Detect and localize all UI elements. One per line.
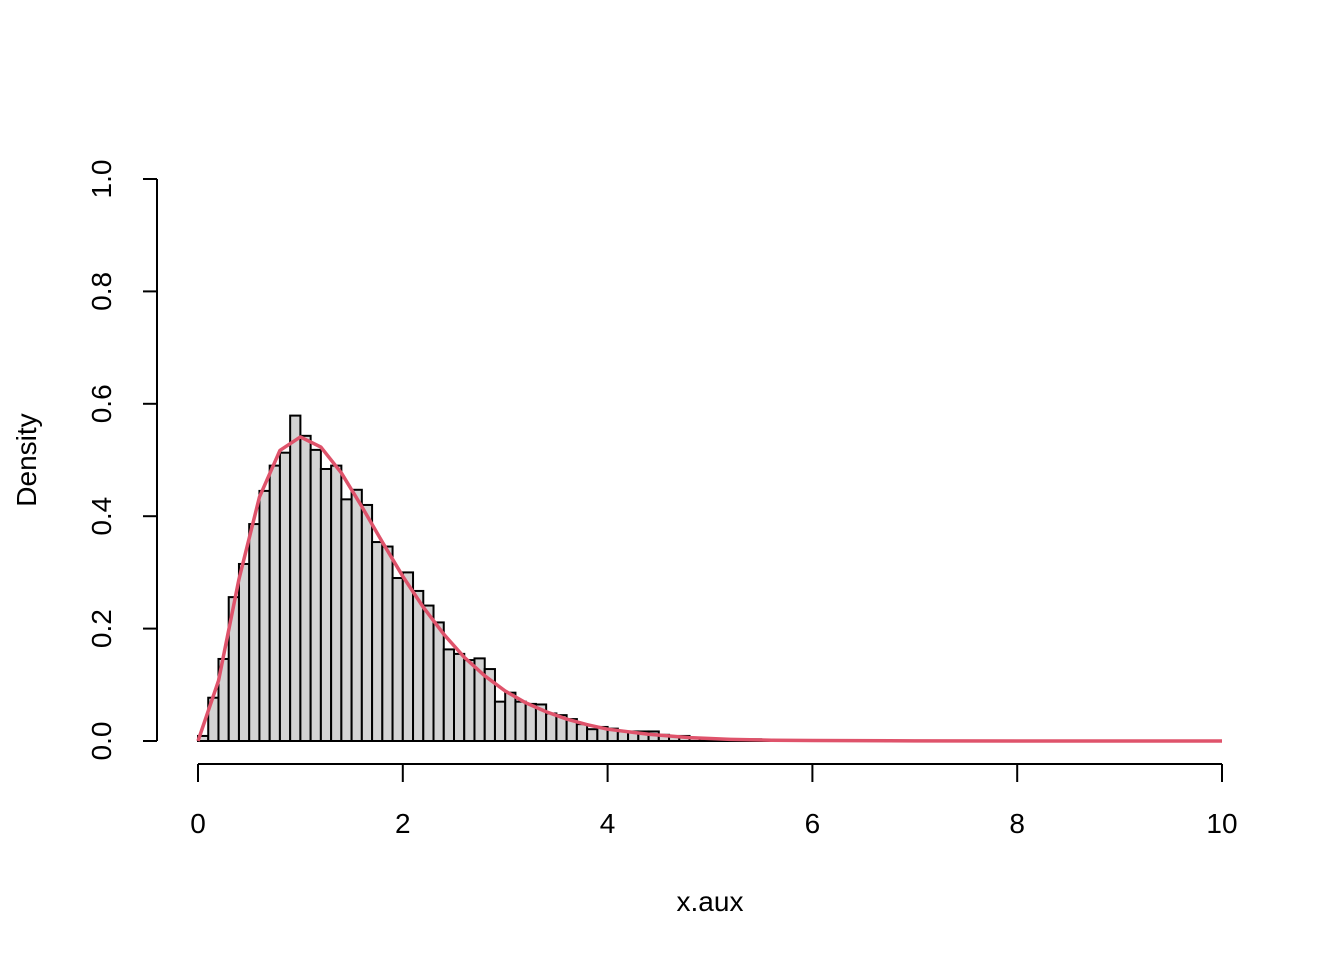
x-axis-label: x.aux (677, 886, 744, 917)
x-tick-label: 10 (1206, 808, 1237, 839)
histogram-bar (289, 414, 302, 742)
histogram-bar (381, 545, 394, 742)
y-tick-label: 1.0 (86, 160, 117, 199)
x-tick-label: 2 (395, 808, 411, 839)
histogram-bar (340, 498, 353, 742)
histogram-bar (493, 700, 507, 742)
histogram-bar (453, 652, 466, 743)
histogram-bar (268, 464, 281, 742)
bars (197, 414, 804, 743)
histogram-bar (442, 648, 456, 742)
x-tick-label: 8 (1009, 808, 1025, 839)
histogram-bar (299, 434, 312, 742)
histogram-bar (422, 604, 435, 742)
histogram-bar (504, 691, 517, 743)
histogram-bar (401, 571, 415, 743)
histogram-bar (258, 489, 271, 742)
histogram-bar (575, 723, 589, 743)
histogram-bar (330, 464, 343, 742)
density-curve (196, 435, 1222, 743)
histogram-bar (524, 702, 537, 743)
histogram-bar (371, 541, 384, 742)
x-tick-label: 4 (600, 808, 616, 839)
y-tick-label: 0.6 (86, 384, 117, 423)
y-tick-label: 0.4 (86, 497, 117, 536)
x-tick-label: 0 (190, 808, 206, 839)
histogram-bar (319, 467, 333, 742)
x-ticks: 0 2 4 6 8 10 (190, 764, 1238, 839)
histogram-bar (278, 451, 292, 742)
y-axis-label: Density (11, 413, 42, 506)
histogram-bar (463, 659, 476, 743)
histogram-bar (432, 621, 445, 743)
y-tick-label: 0.0 (86, 722, 117, 761)
histogram-bar (391, 577, 404, 743)
histogram-bar (248, 523, 261, 742)
y-tick-label: 0.8 (86, 272, 117, 311)
histogram-bar (309, 448, 322, 742)
histogram-bar (412, 589, 425, 742)
histogram-bar (545, 712, 558, 742)
histogram-bar (350, 488, 363, 743)
histogram-bar (360, 503, 374, 742)
histogram-bar (514, 700, 527, 742)
histogram-bar (237, 562, 251, 742)
y-ticks: 0.0 0.2 0.4 0.6 0.8 1.0 (86, 160, 157, 761)
x-tick-label: 6 (805, 808, 821, 839)
y-tick-label: 0.2 (86, 609, 117, 648)
histogram-bar (586, 728, 599, 742)
